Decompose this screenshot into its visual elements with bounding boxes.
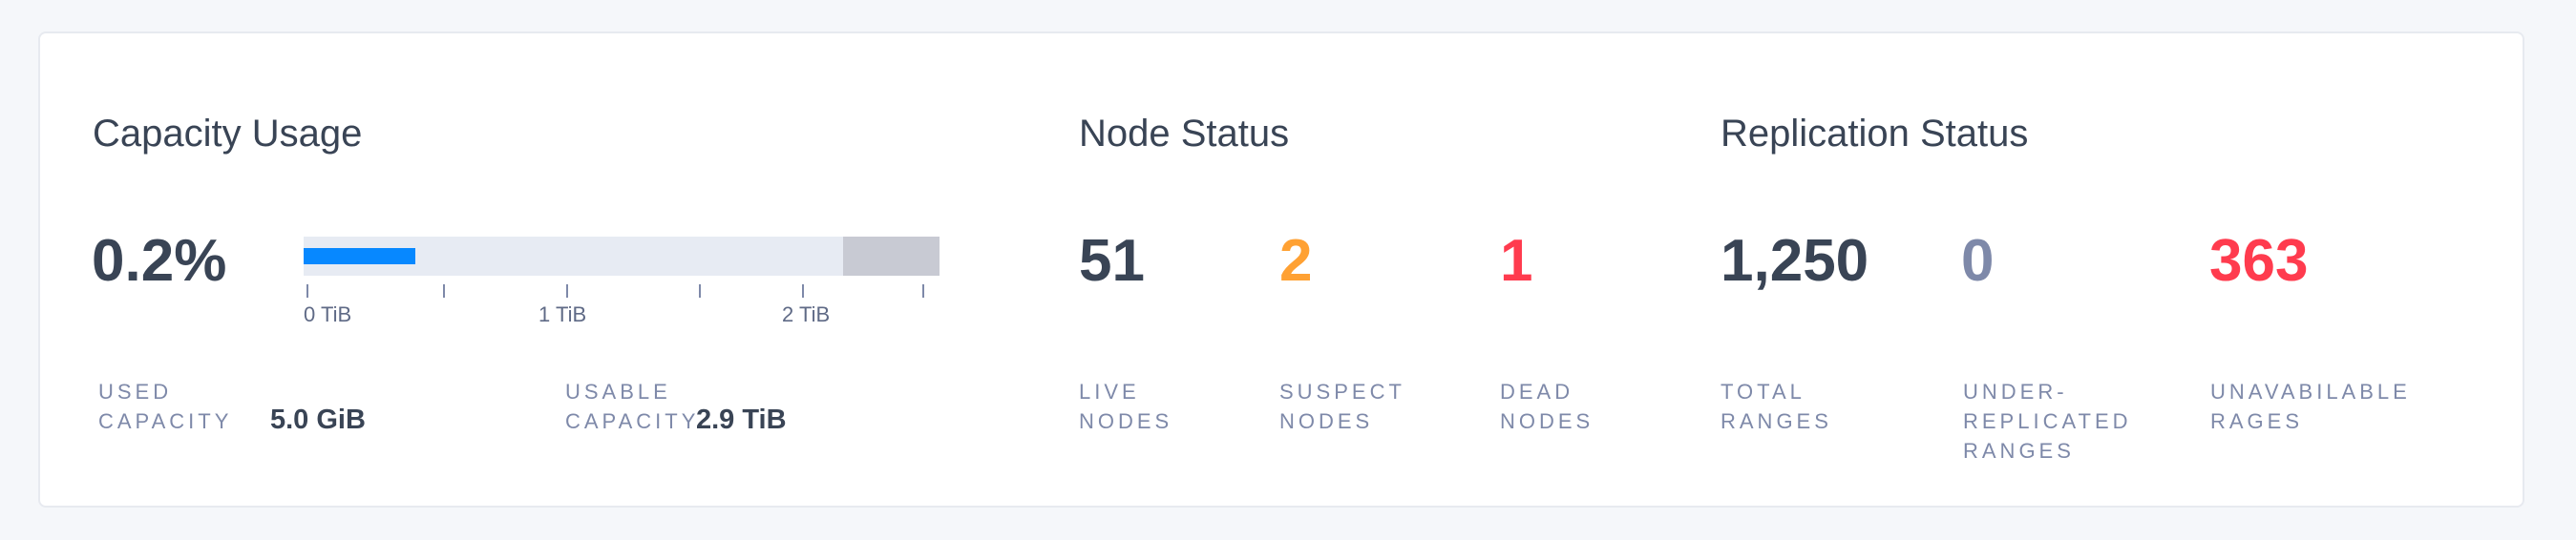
live-nodes-label: LIVE NODES bbox=[1079, 380, 1173, 433]
usable-capacity-label: USABLE CAPACITY bbox=[565, 380, 700, 433]
under-replicated-ranges-label: UNDER- REPLICATED RANGES bbox=[1963, 380, 2132, 463]
axis-tick bbox=[922, 284, 924, 298]
axis-tick bbox=[802, 284, 804, 298]
axis-tick bbox=[306, 284, 308, 298]
suspect-nodes-value: 2 bbox=[1279, 228, 1313, 294]
tick-label: 2 TiB bbox=[782, 302, 831, 326]
capacity-percent: 0.2% bbox=[92, 228, 227, 294]
dead-nodes-label: DEAD NODES bbox=[1500, 380, 1594, 433]
axis-tick bbox=[699, 284, 701, 298]
live-nodes-value: 51 bbox=[1079, 228, 1145, 294]
under-replicated-ranges-value: 0 bbox=[1961, 228, 1995, 294]
tick-label: 0 TiB bbox=[304, 302, 352, 326]
used-capacity-label: USED CAPACITY bbox=[98, 380, 233, 433]
total-ranges-label: TOTAL RANGES bbox=[1721, 380, 1832, 433]
axis-tick bbox=[443, 284, 445, 298]
capacity-bar bbox=[304, 237, 940, 276]
usable-capacity-value: 2.9 TiB bbox=[696, 405, 787, 435]
axis-tick bbox=[566, 284, 568, 298]
suspect-nodes-label: SUSPECT NODES bbox=[1279, 380, 1405, 433]
unavailable-ranges-value: 363 bbox=[2209, 228, 2309, 294]
replication-status-title: Replication Status bbox=[1721, 113, 2029, 155]
dead-nodes-value: 1 bbox=[1500, 228, 1533, 294]
total-ranges-value: 1,250 bbox=[1721, 228, 1869, 294]
capacity-bar-reserved bbox=[842, 237, 940, 276]
used-capacity-value: 5.0 GiB bbox=[270, 405, 366, 435]
capacity-usage-title: Capacity Usage bbox=[93, 113, 363, 155]
tick-label: 1 TiB bbox=[538, 302, 587, 326]
unavailable-ranges-label: UNAVABILABLE RAGES bbox=[2210, 380, 2411, 433]
node-status-title: Node Status bbox=[1079, 113, 1290, 155]
capacity-bar-used bbox=[304, 248, 415, 264]
